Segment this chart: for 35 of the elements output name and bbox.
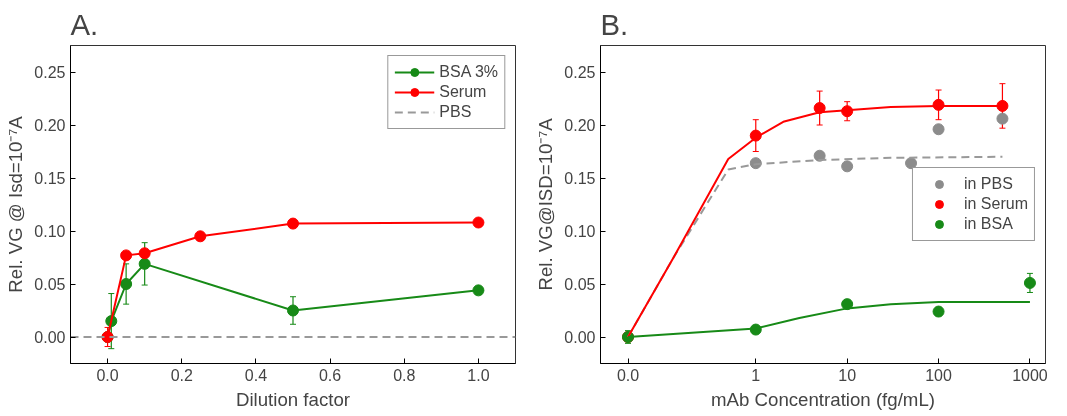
- x-tick-label: 100: [925, 366, 952, 384]
- y-tick-label: 0.20: [34, 117, 66, 134]
- legend-label: in Serum: [963, 195, 1028, 213]
- x-axis-title: mAb Concentration (fg/mL): [711, 388, 935, 410]
- y-axis-title: Rel. VG @ Isd=10⁻⁷A: [5, 115, 27, 293]
- x-axis-title: Dilution factor: [235, 388, 351, 410]
- x-tick-label: 0.4: [244, 366, 268, 384]
- y-tick-label: 0.20: [564, 117, 596, 134]
- y-tick-label: 0.10: [564, 223, 596, 240]
- legend-label: in PBS: [963, 175, 1013, 193]
- x-tick-label: 1.0: [467, 366, 490, 384]
- x-tick-label: 0.6: [318, 366, 342, 384]
- y-tick-label: 0.10: [34, 223, 66, 240]
- chart-title: A.: [70, 7, 99, 41]
- y-tick-label: 0.15: [564, 170, 596, 187]
- y-tick-label: 0.05: [564, 276, 596, 293]
- x-tick-label: 0.0: [616, 366, 640, 384]
- legend-label: Serum: [439, 83, 487, 101]
- chart-title: B.: [600, 7, 629, 41]
- y-tick-label: 0.25: [34, 64, 66, 81]
- x-tick-label: 10: [838, 366, 857, 384]
- y-tick-label: 0.25: [564, 64, 596, 81]
- x-tick-label: 1: [751, 366, 761, 384]
- x-tick-label: 0.2: [170, 366, 193, 384]
- y-tick-label: 0.05: [34, 276, 66, 293]
- legend-label: PBS: [439, 103, 472, 121]
- y-tick-label: 0.00: [564, 329, 596, 346]
- x-tick-label: 0.0: [96, 366, 119, 384]
- y-tick-label: 0.15: [34, 170, 66, 187]
- y-tick-label: 0.00: [34, 329, 66, 346]
- y-axis-title: Rel. VG@ISD=10⁻⁷A: [535, 117, 557, 291]
- legend-label: in BSA: [963, 215, 1013, 233]
- legend-label: BSA 3%: [439, 63, 498, 81]
- x-tick-label: 0.8: [393, 366, 416, 384]
- x-tick-label: 1000: [1012, 366, 1048, 384]
